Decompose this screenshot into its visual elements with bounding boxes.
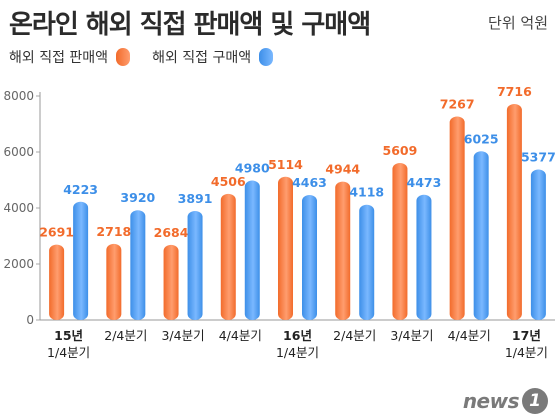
bar-sales [106,243,122,320]
bar-purchase [359,204,375,320]
x-tick-label: 3/4분기 [390,328,433,343]
y-tick-label: 4000 [3,201,34,215]
bar-purchase [416,194,432,320]
bar-sales [163,244,179,320]
bar-purchase [130,210,146,320]
bar-purchase [244,180,260,320]
x-tick-label: 4/4분기 [448,328,491,343]
legend-swatch-purchase [259,48,274,66]
data-label-purchase: 3891 [178,191,213,206]
bar-sales [449,116,465,320]
data-label-purchase: 4980 [235,161,270,176]
bar-sales [49,244,65,320]
x-tick-label: 1/4분기 [505,345,548,360]
y-tick-label: 2000 [3,257,34,271]
data-label-sales: 4944 [325,162,360,177]
data-label-sales: 2718 [96,224,131,239]
data-label-sales: 2684 [154,225,189,240]
x-tick-label: 2/4분기 [333,328,376,343]
news1-logo: news 1 [463,388,548,414]
x-tick-label: 4/4분기 [219,328,262,343]
data-label-sales: 2691 [39,225,74,240]
bar-sales [506,103,522,321]
chart-title: 온라인 해외 직접 판매액 및 구매액 [9,10,371,40]
data-label-sales: 7716 [497,84,532,99]
bar-purchase [73,201,89,320]
legend-item-sales: 해외 직접 판매액 [9,47,131,67]
bar-purchase [302,195,317,320]
data-label-purchase: 5377 [521,149,556,164]
data-label-purchase: 6025 [464,131,499,146]
data-label-purchase: 3920 [120,190,155,205]
y-tick-label: 8000 [3,89,34,103]
x-tick-label: 15년 [54,328,83,343]
bar-purchase [530,169,546,320]
unit-label: 단위 억원 [488,14,548,32]
x-tick-label: 2/4분기 [104,328,147,343]
x-tick-label: 16년 [283,328,312,343]
legend: 해외 직접 판매액 해외 직접 구매액 [9,47,295,67]
legend-label-purchase: 해외 직접 구매액 [152,50,252,66]
data-label-sales: 7267 [440,97,475,112]
data-label-purchase: 4463 [292,175,327,190]
data-label-purchase: 4223 [63,182,98,197]
bar-sales [278,176,293,320]
x-tick-label: 3/4분기 [161,328,204,343]
x-tick-label: 1/4분기 [47,345,90,360]
bar-sales [392,162,408,320]
x-tick-label: 17년 [512,328,541,343]
data-label-sales: 4506 [211,174,246,189]
legend-label-sales: 해외 직접 판매액 [9,50,109,66]
data-label-purchase: 4118 [349,185,384,200]
legend-item-purchase: 해외 직접 구매액 [152,47,274,67]
data-label-sales: 5114 [268,157,303,172]
logo-mark: 1 [522,388,548,414]
data-label-sales: 5609 [383,143,418,158]
bar-sales [220,193,236,320]
logo-text: news [462,389,520,413]
y-tick-label: 6000 [3,145,34,159]
legend-swatch-sales [116,48,131,66]
data-label-purchase: 4473 [407,175,442,190]
bar-purchase [187,211,203,320]
x-tick-label: 1/4분기 [276,345,319,360]
bar-purchase [473,151,489,320]
bar-sales [335,181,351,320]
y-tick-label: 0 [26,313,34,327]
